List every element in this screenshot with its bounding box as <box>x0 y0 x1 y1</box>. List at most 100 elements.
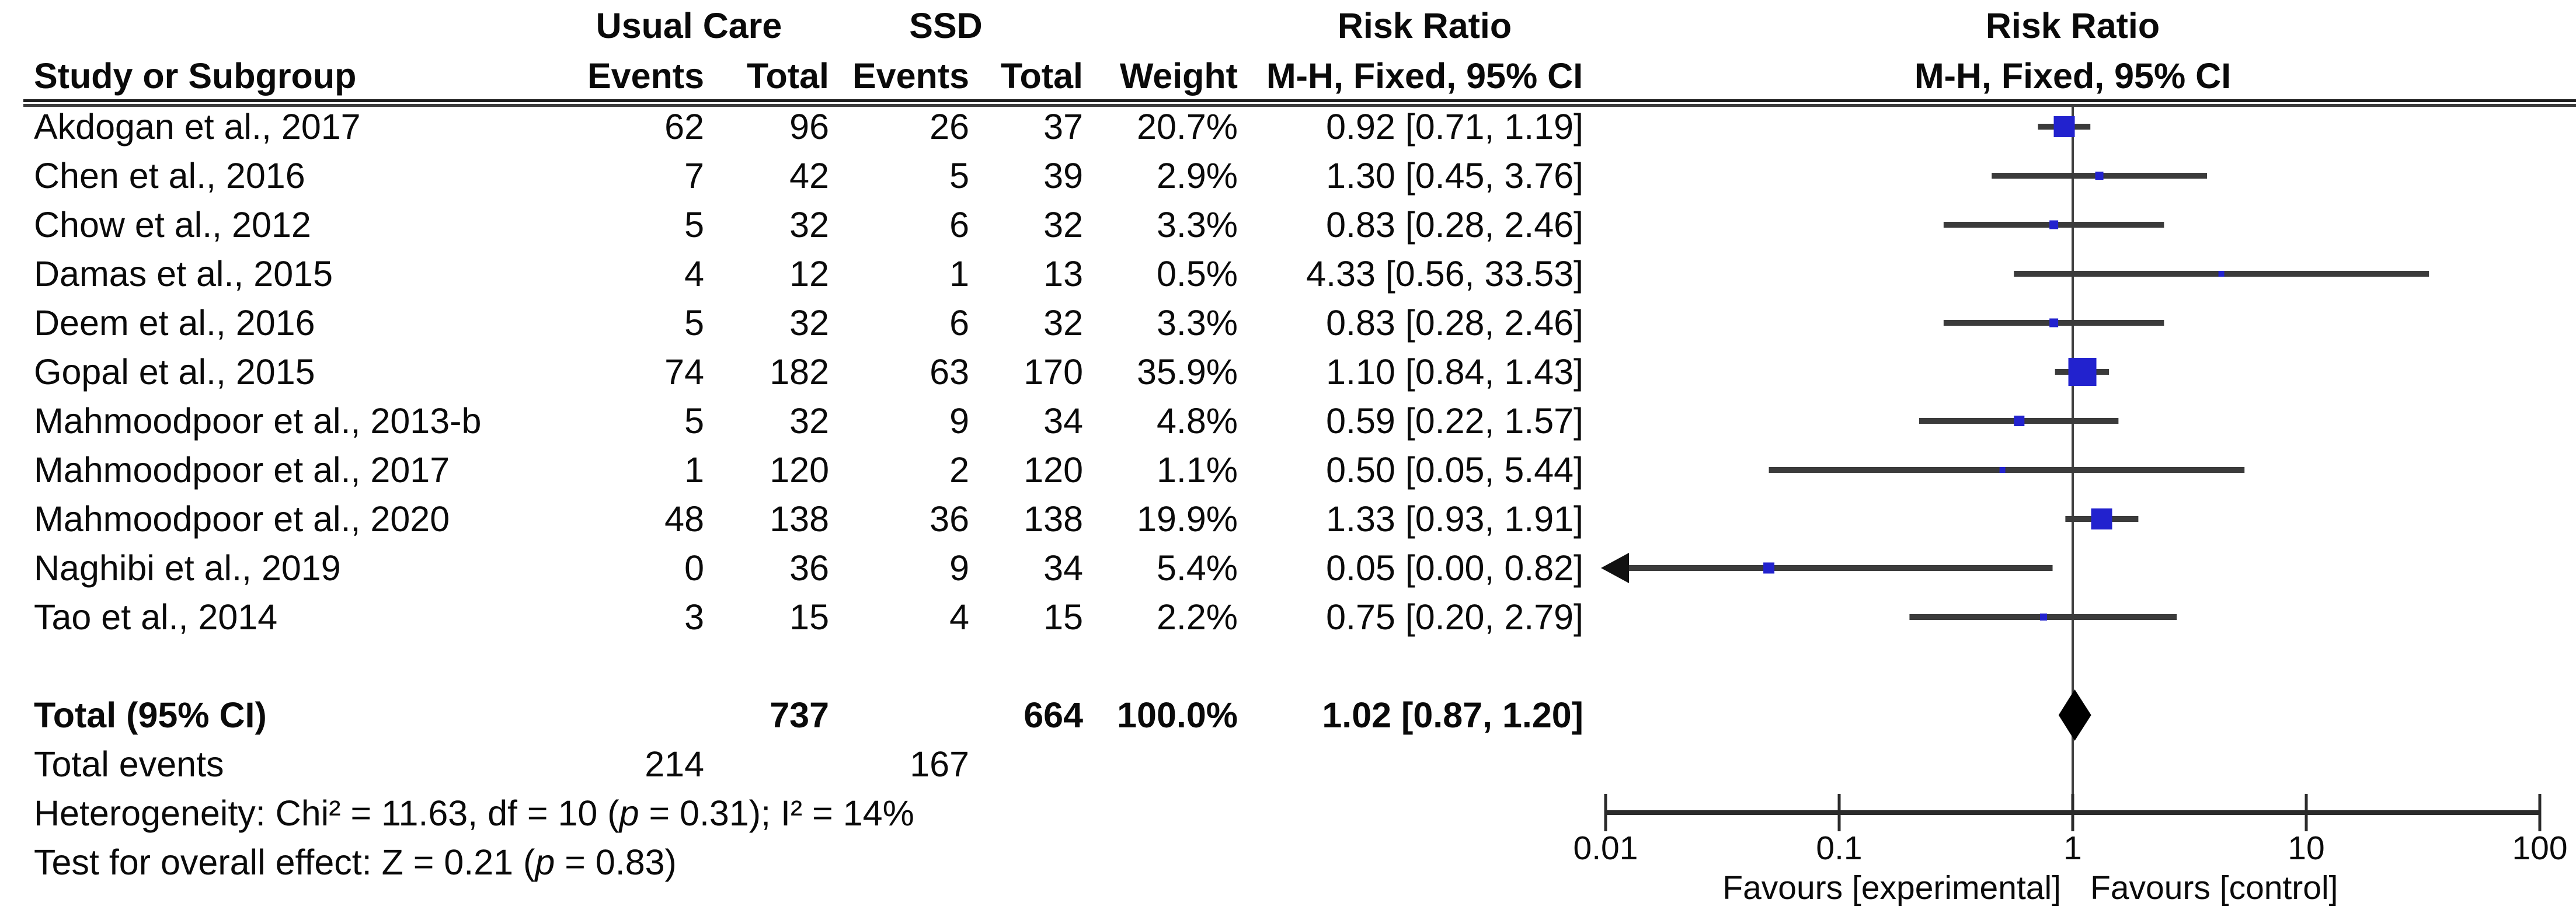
study-uc-events: 5 <box>684 205 704 245</box>
study-weight-label: 19.9% <box>1137 499 1238 539</box>
study-weight-label: 35.9% <box>1137 352 1238 392</box>
study-uc-total: 32 <box>789 303 829 343</box>
study-ssd-total: 39 <box>1043 156 1083 196</box>
study-rr-label: 1.33 [0.93, 1.91] <box>1326 499 1583 539</box>
method-header-left: M-H, Fixed, 95% CI <box>1266 56 1583 96</box>
effect-square <box>2014 416 2025 426</box>
group1-header: Usual Care <box>596 6 782 46</box>
study-name: Akdogan et al., 2017 <box>34 107 361 147</box>
col-header-ssd-events: Events <box>852 56 969 96</box>
total-events-ssd: 167 <box>910 744 969 784</box>
favours-experimental-label: Favours [experimental] <box>1722 869 2061 907</box>
study-uc-events: 7 <box>684 156 704 196</box>
study-name: Gopal et al., 2015 <box>34 352 315 392</box>
col-header-uc-events: Events <box>587 56 704 96</box>
study-name: Mahmoodpoor et al., 2020 <box>34 499 450 539</box>
study-weight-label: 0.5% <box>1156 254 1238 294</box>
study-ssd-total: 37 <box>1043 107 1083 147</box>
study-uc-events: 5 <box>684 401 704 441</box>
study-rr-label: 0.50 [0.05, 5.44] <box>1326 450 1583 490</box>
axis-tick-label: 0.1 <box>1816 830 1863 867</box>
effect-header-left: Risk Ratio <box>1337 6 1512 46</box>
heterogeneity-stat: Heterogeneity: Chi² = 11.63, df = 10 (p … <box>34 793 914 833</box>
study-uc-events: 74 <box>664 352 704 392</box>
study-rr-label: 0.05 [0.00, 0.82] <box>1326 548 1583 588</box>
study-uc-events: 62 <box>664 107 704 147</box>
study-ssd-events: 4 <box>949 597 969 637</box>
study-ssd-events: 9 <box>949 401 969 441</box>
axis-tick-label: 1 <box>2063 830 2082 867</box>
ci-arrow-left <box>1601 553 1629 583</box>
study-uc-total: 36 <box>789 548 829 588</box>
study-rr-label: 4.33 [0.56, 33.53] <box>1306 254 1583 294</box>
study-weight-label: 4.8% <box>1156 401 1238 441</box>
effect-square <box>2040 614 2048 621</box>
study-rr-label: 1.10 [0.84, 1.43] <box>1326 352 1583 392</box>
study-ssd-events: 36 <box>930 499 969 539</box>
col-header-weight: Weight <box>1119 56 1238 96</box>
effect-header-right: Risk Ratio <box>1985 6 2160 46</box>
study-uc-total: 12 <box>789 254 829 294</box>
study-uc-events: 4 <box>684 254 704 294</box>
study-ssd-events: 1 <box>949 254 969 294</box>
study-uc-total: 138 <box>770 499 829 539</box>
summary-diamond <box>2058 689 2091 741</box>
total-uc-total: 737 <box>770 695 829 735</box>
study-name: Damas et al., 2015 <box>34 254 333 294</box>
study-name: Chen et al., 2016 <box>34 156 305 196</box>
effect-square <box>2095 172 2104 180</box>
study-weight-label: 2.9% <box>1156 156 1238 196</box>
study-uc-total: 32 <box>789 401 829 441</box>
col-header-study: Study or Subgroup <box>34 56 357 96</box>
effect-square <box>2068 358 2097 386</box>
study-uc-total: 42 <box>789 156 829 196</box>
study-ssd-total: 32 <box>1043 303 1083 343</box>
study-rr-label: 0.83 [0.28, 2.46] <box>1326 205 1583 245</box>
axis-tick-label: 0.01 <box>1573 830 1638 867</box>
col-header-uc-total: Total <box>746 56 829 96</box>
study-ssd-total: 120 <box>1024 450 1083 490</box>
effect-square <box>2091 508 2112 529</box>
effect-square <box>1999 467 2006 473</box>
study-weight-label: 3.3% <box>1156 205 1238 245</box>
overall-effect-stat: Test for overall effect: Z = 0.21 (p = 0… <box>34 842 677 882</box>
study-uc-total: 32 <box>789 205 829 245</box>
study-weight-label: 5.4% <box>1156 548 1238 588</box>
study-ssd-events: 6 <box>949 303 969 343</box>
study-weight-label: 20.7% <box>1137 107 1238 147</box>
study-name: Mahmoodpoor et al., 2017 <box>34 450 450 490</box>
study-name: Mahmoodpoor et al., 2013-b <box>34 401 482 441</box>
study-uc-total: 120 <box>770 450 829 490</box>
study-uc-events: 3 <box>684 597 704 637</box>
axis-tick-label: 10 <box>2288 830 2325 867</box>
study-ssd-total: 34 <box>1043 548 1083 588</box>
method-header-right: M-H, Fixed, 95% CI <box>1914 56 2232 96</box>
study-rr-label: 0.92 [0.71, 1.19] <box>1326 107 1583 147</box>
study-rr-label: 0.59 [0.22, 1.57] <box>1326 401 1583 441</box>
study-weight-label: 3.3% <box>1156 303 1238 343</box>
total-events-uc: 214 <box>645 744 704 784</box>
effect-square <box>2218 271 2225 277</box>
total-ssd-total: 664 <box>1024 695 1083 735</box>
study-weight-label: 2.2% <box>1156 597 1238 637</box>
study-ssd-total: 13 <box>1043 254 1083 294</box>
study-weight-label: 1.1% <box>1156 450 1238 490</box>
study-uc-total: 182 <box>770 352 829 392</box>
effect-square <box>2049 220 2059 229</box>
total-weight: 100.0% <box>1117 695 1238 735</box>
total-row-label: Total (95% CI) <box>34 695 267 735</box>
study-rr-label: 0.83 [0.28, 2.46] <box>1326 303 1583 343</box>
study-ssd-total: 170 <box>1024 352 1083 392</box>
study-ssd-total: 138 <box>1024 499 1083 539</box>
effect-square <box>1763 562 1775 574</box>
total-events-label: Total events <box>34 744 224 784</box>
study-uc-events: 5 <box>684 303 704 343</box>
study-uc-events: 0 <box>684 548 704 588</box>
study-ssd-total: 32 <box>1043 205 1083 245</box>
study-uc-events: 48 <box>664 499 704 539</box>
study-ssd-events: 9 <box>949 548 969 588</box>
study-name: Naghibi et al., 2019 <box>34 548 341 588</box>
effect-square <box>2049 318 2059 327</box>
